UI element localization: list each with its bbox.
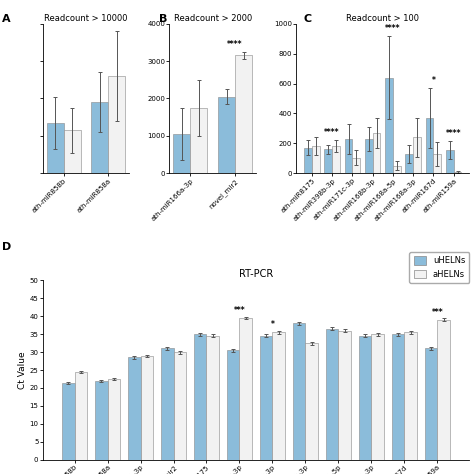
Text: D: D	[2, 242, 12, 252]
Bar	[91, 102, 108, 173]
Text: *: *	[431, 76, 436, 85]
Bar	[332, 146, 340, 173]
Bar	[454, 172, 461, 173]
Text: ****: ****	[228, 40, 243, 49]
Bar	[326, 329, 338, 460]
Bar	[194, 334, 207, 460]
Bar	[404, 332, 417, 460]
Bar	[304, 148, 312, 173]
Text: ***: ***	[234, 306, 245, 315]
Bar	[191, 108, 207, 173]
Bar	[413, 137, 421, 173]
Bar	[372, 334, 384, 460]
Bar	[173, 134, 191, 173]
Text: ****: ****	[446, 129, 462, 138]
Bar	[227, 350, 239, 460]
Bar	[324, 149, 332, 173]
Bar	[140, 356, 153, 460]
Bar	[273, 332, 285, 460]
Bar	[385, 78, 393, 173]
Bar	[433, 154, 441, 173]
Bar	[365, 139, 373, 173]
Bar	[46, 123, 64, 173]
Bar	[74, 372, 87, 460]
Bar	[64, 130, 81, 173]
Bar	[446, 150, 454, 173]
Title: Readcount > 100: Readcount > 100	[346, 14, 419, 23]
Bar	[108, 76, 125, 173]
Bar	[352, 157, 360, 173]
Text: B: B	[159, 14, 167, 24]
Text: ***: ***	[431, 308, 443, 317]
Bar	[405, 154, 413, 173]
Bar	[235, 55, 252, 173]
Bar	[438, 320, 450, 460]
Bar	[128, 357, 140, 460]
Bar	[161, 348, 173, 460]
Bar	[312, 146, 319, 173]
Bar	[345, 139, 352, 173]
Title: Readcount > 2000: Readcount > 2000	[173, 14, 252, 23]
Bar	[425, 348, 438, 460]
Bar	[392, 334, 404, 460]
Bar	[393, 166, 401, 173]
Bar	[239, 318, 252, 460]
Bar	[62, 383, 74, 460]
Bar	[426, 118, 433, 173]
Bar	[359, 336, 372, 460]
Text: *: *	[271, 320, 274, 329]
Bar	[293, 323, 305, 460]
Bar	[373, 133, 380, 173]
Bar	[108, 379, 120, 460]
Bar	[338, 330, 351, 460]
Text: C: C	[303, 14, 311, 24]
Bar	[207, 336, 219, 460]
Text: ****: ****	[385, 24, 401, 33]
Text: A: A	[2, 14, 11, 24]
Legend: uHELNs, aHELNs: uHELNs, aHELNs	[410, 252, 469, 283]
Bar	[173, 352, 186, 460]
Bar	[305, 343, 318, 460]
Bar	[95, 381, 108, 460]
Title: Readcount > 10000: Readcount > 10000	[44, 14, 128, 23]
Bar	[218, 97, 235, 173]
Text: ****: ****	[324, 128, 340, 137]
Y-axis label: Ct Value: Ct Value	[18, 351, 27, 389]
Title: RT-PCR: RT-PCR	[239, 270, 273, 280]
Bar	[260, 336, 273, 460]
